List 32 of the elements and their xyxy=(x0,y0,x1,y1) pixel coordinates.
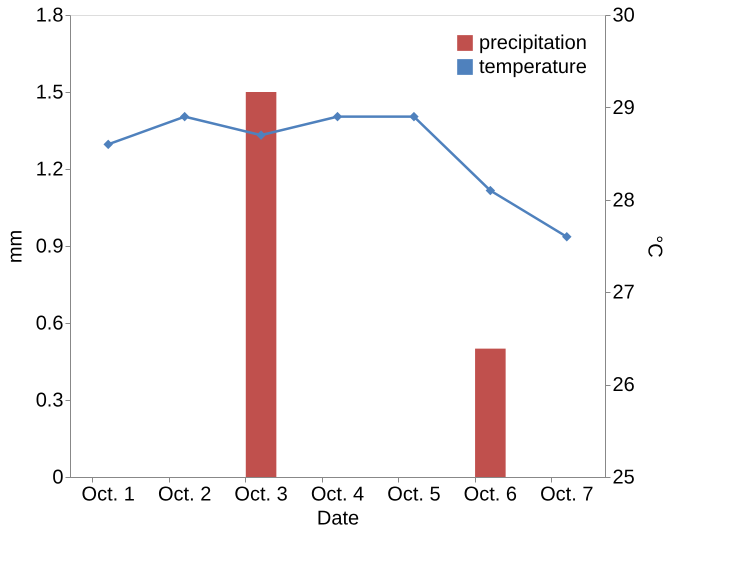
x-tick-label: Oct. 5 xyxy=(387,484,441,506)
x-tick-label: Oct. 3 xyxy=(234,484,288,506)
y2-tick-label: 26 xyxy=(612,374,635,396)
legend-label: temperature xyxy=(479,56,587,78)
y-tick-label: 1.8 xyxy=(36,4,64,26)
point xyxy=(486,186,496,196)
y-tick-label: 1.2 xyxy=(36,158,64,180)
x-tick-label: Oct. 2 xyxy=(158,484,212,506)
point xyxy=(103,140,113,150)
y2-tick-label: 27 xyxy=(612,282,635,304)
legend-label: precipitation xyxy=(479,32,587,54)
point xyxy=(256,130,266,140)
point xyxy=(180,112,190,122)
point xyxy=(409,112,419,122)
x-tick-label: Oct. 1 xyxy=(82,484,135,506)
y-tick-label: 0 xyxy=(52,466,64,488)
y2-tick-label: 29 xyxy=(612,96,635,119)
y2-axis-title: °C xyxy=(644,235,666,258)
y-tick-label: 0.9 xyxy=(36,236,64,258)
y2-tick-label: 30 xyxy=(612,4,635,26)
y-axis-title: mm xyxy=(4,230,27,264)
y-tick-label: 0.6 xyxy=(36,312,64,334)
y2-tick-label: 28 xyxy=(612,189,635,212)
x-tick-label: Oct. 6 xyxy=(464,484,518,506)
x-tick-label: Oct. 4 xyxy=(310,484,364,506)
y-tick-label: 1.5 xyxy=(36,82,64,104)
point xyxy=(562,232,572,242)
y-tick-label: 0.3 xyxy=(36,390,64,412)
point xyxy=(332,112,342,122)
x-axis-title: Date xyxy=(316,508,360,530)
y2-tick-label: 25 xyxy=(612,466,635,488)
x-tick-label: Oct. 7 xyxy=(540,484,594,506)
